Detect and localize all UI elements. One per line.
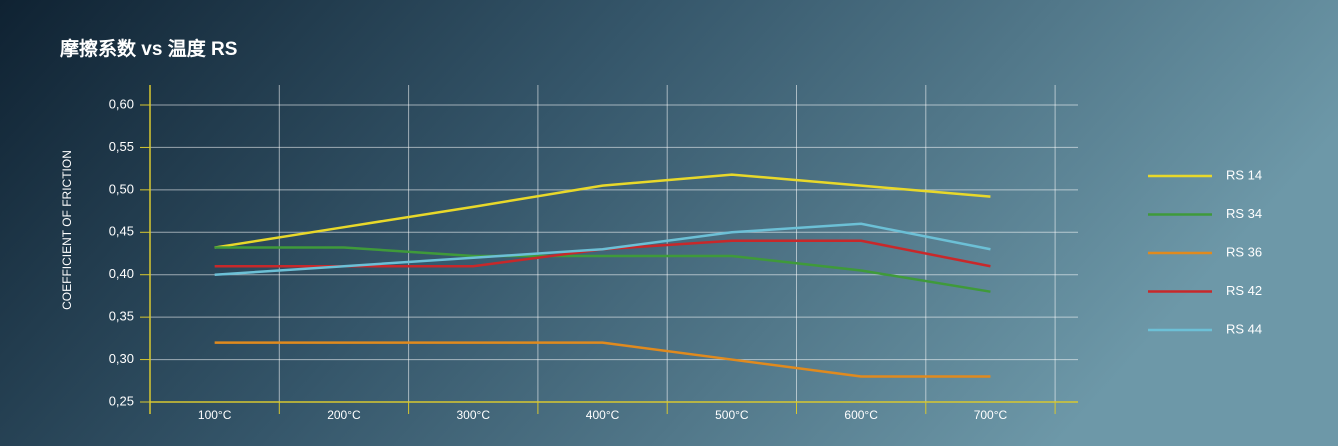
legend-label: RS 34 (1226, 206, 1262, 221)
series-line (214, 341, 991, 378)
y-tick-label: 0,55 (109, 139, 134, 154)
legend-label: RS 14 (1226, 167, 1262, 182)
y-tick-label: 0,60 (109, 96, 134, 111)
y-tick-label: 0,30 (109, 351, 134, 366)
chart-title: 摩擦系数 vs 温度 RS (60, 37, 237, 60)
series-line (214, 222, 991, 276)
x-tick-label: 100°C (198, 408, 232, 422)
series-line (214, 246, 991, 293)
legend-label: RS 42 (1226, 283, 1262, 298)
x-tick-label: 700°C (974, 408, 1008, 422)
y-tick-label: 0,45 (109, 224, 134, 239)
y-tick-label: 0,35 (109, 309, 134, 324)
y-tick-label: 0,50 (109, 181, 134, 196)
x-tick-label: 600°C (844, 408, 878, 422)
series-line (214, 173, 991, 249)
y-tick-label: 0,25 (109, 393, 134, 408)
x-tick-label: 200°C (327, 408, 361, 422)
x-tick-label: 500°C (715, 408, 749, 422)
legend-label: RS 36 (1226, 244, 1262, 259)
legend-label: RS 44 (1226, 321, 1262, 336)
x-tick-label: 300°C (457, 408, 491, 422)
y-axis-label: COEFFICIENT OF FRICTION (60, 150, 74, 310)
y-tick-label: 0,40 (109, 266, 134, 281)
x-tick-label: 400°C (586, 408, 620, 422)
